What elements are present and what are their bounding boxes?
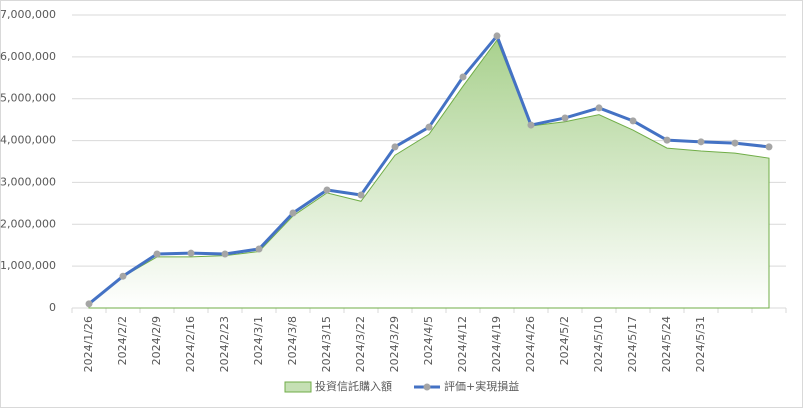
y-tick-label: 1,000,000	[0, 259, 56, 272]
marker	[527, 121, 535, 129]
marker	[391, 143, 399, 151]
marker	[119, 272, 127, 280]
y-tick-label: 7,000,000	[0, 8, 56, 21]
marker	[629, 117, 637, 125]
marker	[663, 136, 671, 144]
x-tick-label: 2024/2/16	[184, 316, 197, 372]
x-tick-label: 2024/3/29	[388, 316, 401, 372]
marker	[765, 143, 773, 151]
legend-swatch	[284, 381, 312, 393]
y-tick-label: 3,000,000	[0, 175, 56, 188]
marker	[221, 250, 229, 258]
marker	[425, 123, 433, 131]
x-tick-label: 2024/2/23	[218, 316, 231, 372]
marker	[595, 104, 603, 112]
legend-label: 投資信託購入額	[315, 379, 392, 393]
y-tick-label: 4,000,000	[0, 134, 56, 147]
marker	[289, 209, 297, 217]
marker	[731, 139, 739, 147]
x-tick-label: 2024/3/8	[286, 316, 299, 365]
marker	[697, 138, 705, 146]
legend-marker	[423, 383, 431, 391]
marker	[255, 245, 263, 253]
legend-label: 評価+実現損益	[444, 379, 519, 393]
x-tick-label: 2024/1/26	[82, 316, 95, 372]
marker	[153, 250, 161, 258]
x-tick-label: 2024/5/24	[660, 316, 673, 372]
x-tick-label: 2024/2/2	[116, 316, 129, 365]
x-tick-label: 2024/5/2	[558, 316, 571, 365]
x-tick-label: 2024/4/5	[422, 316, 435, 365]
y-tick-label: 0	[49, 301, 56, 314]
y-tick-label: 5,000,000	[0, 92, 56, 105]
marker	[561, 114, 569, 122]
x-tick-label: 2024/4/12	[456, 316, 469, 372]
x-tick-label: 2024/5/17	[626, 316, 639, 372]
marker	[459, 73, 467, 81]
x-tick-label: 2024/3/22	[354, 316, 367, 372]
y-tick-label: 6,000,000	[0, 50, 56, 63]
x-tick-label: 2024/2/9	[150, 316, 163, 365]
y-tick-label: 2,000,000	[0, 217, 56, 230]
x-tick-label: 2024/4/19	[490, 316, 503, 372]
x-tick-label: 2024/3/15	[320, 316, 333, 372]
x-tick-label: 2024/3/1	[252, 316, 265, 365]
x-tick-label: 2024/5/10	[592, 316, 605, 372]
marker	[85, 300, 93, 308]
x-tick-label: 2024/5/31	[694, 316, 707, 372]
marker	[187, 249, 195, 257]
marker	[493, 32, 501, 40]
x-tick-label: 2024/4/26	[524, 316, 537, 372]
marker	[357, 191, 365, 199]
area	[88, 39, 770, 309]
marker	[323, 186, 331, 194]
